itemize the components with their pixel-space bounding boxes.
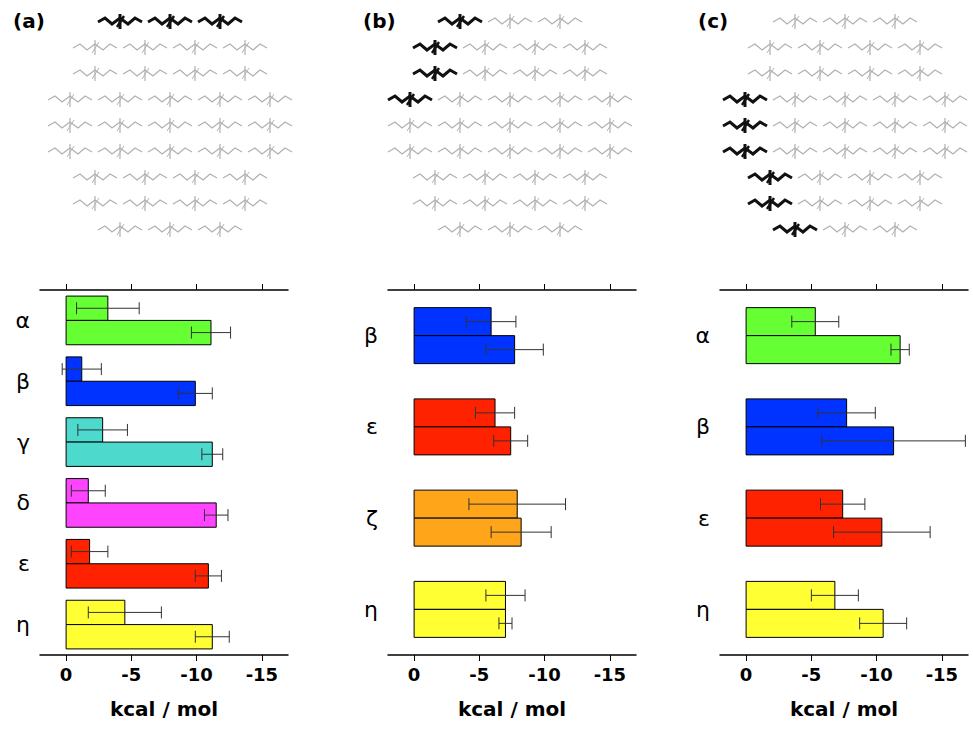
svg-text:η: η xyxy=(16,612,30,637)
svg-text:-10: -10 xyxy=(860,664,893,685)
svg-text:-5: -5 xyxy=(469,664,489,685)
svg-text:kcal / mol: kcal / mol xyxy=(790,697,898,721)
svg-text:η: η xyxy=(696,597,710,622)
svg-text:α: α xyxy=(15,308,30,333)
svg-text:(b): (b) xyxy=(363,9,396,33)
svg-text:0: 0 xyxy=(60,664,73,685)
svg-text:γ: γ xyxy=(17,430,30,455)
svg-text:-15: -15 xyxy=(594,664,627,685)
svg-text:(a): (a) xyxy=(13,9,45,33)
svg-text:ε: ε xyxy=(366,414,378,439)
svg-text:β: β xyxy=(696,414,710,439)
svg-text:ε: ε xyxy=(698,506,710,531)
svg-text:(c): (c) xyxy=(698,9,728,33)
svg-text:-5: -5 xyxy=(801,664,821,685)
svg-text:δ: δ xyxy=(17,490,30,515)
svg-text:β: β xyxy=(16,369,30,394)
svg-text:-10: -10 xyxy=(180,664,213,685)
svg-text:0: 0 xyxy=(740,664,753,685)
svg-text:β: β xyxy=(364,323,378,348)
svg-text:-5: -5 xyxy=(121,664,141,685)
svg-text:ε: ε xyxy=(18,551,30,576)
svg-text:ζ: ζ xyxy=(366,506,378,531)
svg-text:-10: -10 xyxy=(528,664,561,685)
svg-text:-15: -15 xyxy=(246,664,279,685)
svg-text:α: α xyxy=(695,323,710,348)
svg-text:kcal / mol: kcal / mol xyxy=(458,697,566,721)
svg-text:kcal / mol: kcal / mol xyxy=(110,697,218,721)
svg-text:0: 0 xyxy=(408,664,421,685)
svg-text:-15: -15 xyxy=(926,664,959,685)
svg-text:η: η xyxy=(364,597,378,622)
